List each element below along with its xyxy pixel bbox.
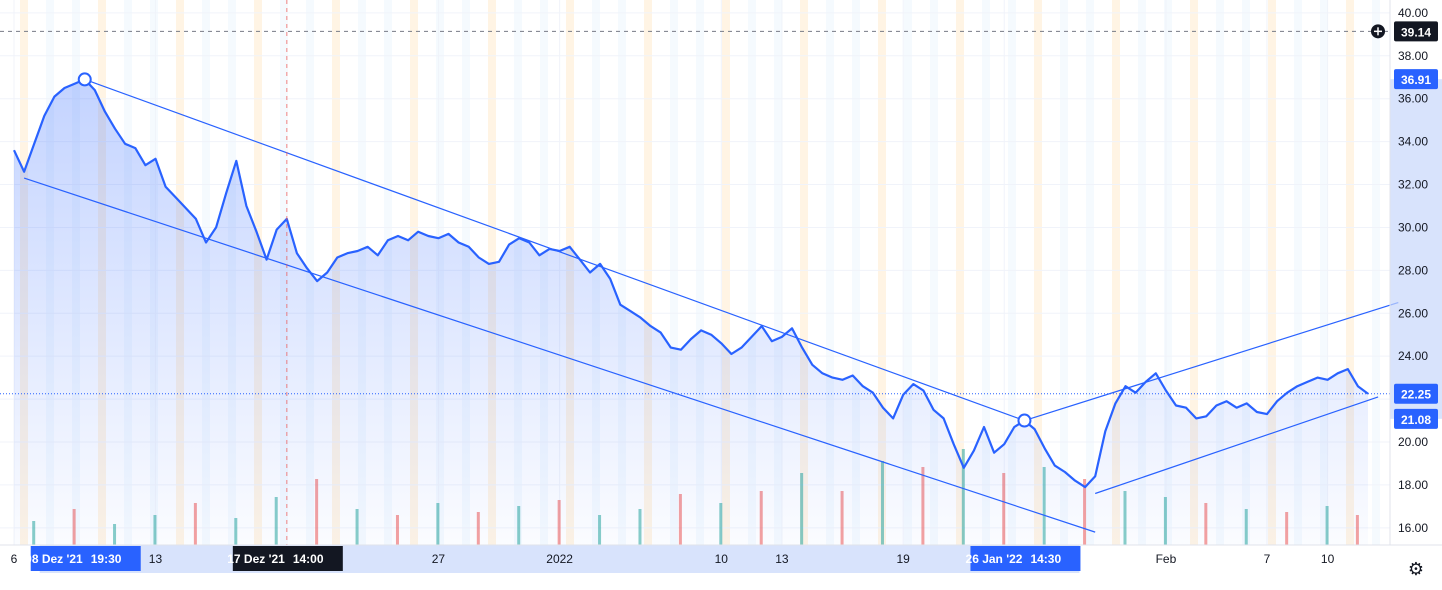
axis-labels: 39.14 36.91 22.25 21.08 08 Dez '21 19:30 17 De… <box>25 21 1438 571</box>
time-axis-highlight <box>39 545 1080 573</box>
session-stripe <box>748 0 756 545</box>
price-marker-label: 21.08 <box>1401 413 1431 427</box>
session-stripe <box>1060 0 1068 545</box>
session-stripe <box>1268 0 1276 545</box>
y-tick-label: 40.00 <box>1398 6 1428 20</box>
trend-anchor-marker[interactable] <box>77 72 92 87</box>
session-stripe <box>1216 0 1224 545</box>
x-tick-label: 13 <box>149 552 163 566</box>
session-stripe <box>930 0 938 545</box>
time-left-label-date: 08 Dez '21 <box>25 552 83 566</box>
session-stripe <box>696 0 704 545</box>
y-tick-label: 16.00 <box>1398 521 1428 535</box>
trend-line[interactable] <box>1094 396 1379 495</box>
time-left-label-bg <box>30 546 141 571</box>
price-axis-highlight <box>1390 79 1442 419</box>
y-tick-label: 30.00 <box>1398 220 1428 234</box>
session-stripe <box>982 0 990 545</box>
plus-circle-icon[interactable] <box>1371 24 1385 39</box>
session-stripe <box>1372 0 1380 545</box>
session-stripe <box>1346 0 1354 545</box>
time-right-label-bg <box>970 546 1081 571</box>
session-stripe <box>1008 0 1016 545</box>
session-stripe <box>852 0 860 545</box>
trend-line[interactable] <box>1024 301 1399 422</box>
time-right-label-clock: 14:30 <box>1030 552 1061 566</box>
trend-line[interactable] <box>23 177 1096 533</box>
price-area-fill <box>14 79 1368 546</box>
price-area <box>14 79 1368 546</box>
x-tick-label: 6 <box>11 552 18 566</box>
y-tick-label: 26.00 <box>1398 306 1428 320</box>
session-stripe <box>904 0 912 545</box>
session-stripe <box>800 0 808 545</box>
time-crosshair-label-bg <box>232 546 343 571</box>
y-tick-label: 28.00 <box>1398 263 1428 277</box>
session-stripe <box>1164 0 1172 545</box>
price-high-label: 36.91 <box>1401 73 1431 87</box>
session-stripe <box>1294 0 1302 545</box>
time-axis[interactable]: 61327202210131924Feb710 <box>0 544 1442 585</box>
session-stripe <box>878 0 886 545</box>
session-stripe <box>1320 0 1328 545</box>
session-stripe <box>1190 0 1198 545</box>
x-tick-label: 10 <box>1321 552 1335 566</box>
y-tick-label: 24.00 <box>1398 349 1428 363</box>
time-right-label-date: 26 Jan '22 <box>966 552 1023 566</box>
y-tick-label: 38.00 <box>1398 49 1428 63</box>
y-tick-label: 32.00 <box>1398 178 1428 192</box>
session-stripe <box>722 0 730 545</box>
y-tick-label: 36.00 <box>1398 92 1428 106</box>
price-high-label-bg <box>1394 69 1438 90</box>
trend-anchor-marker[interactable] <box>1017 413 1032 428</box>
x-tick-label: Feb <box>1156 552 1177 566</box>
price-series-line <box>13 78 1369 489</box>
session-stripe <box>774 0 782 545</box>
x-tick-label: 7 <box>1264 552 1271 566</box>
gear-icon[interactable]: ⚙ <box>1407 559 1425 579</box>
session-stripe <box>826 0 834 545</box>
price-current-label-bg <box>1394 383 1438 404</box>
price-crosshair-label: 39.14 <box>1401 25 1431 39</box>
x-tick-label: 10 <box>715 552 729 566</box>
trend-lines[interactable] <box>23 72 1399 533</box>
y-tick-label: 20.00 <box>1398 435 1428 449</box>
session-stripe <box>1138 0 1146 545</box>
x-tick-label: 2022 <box>546 552 573 566</box>
time-crosshair-label-date: 17 Dez '21 <box>227 552 285 566</box>
x-tick-label: 27 <box>432 552 446 566</box>
time-crosshair-label-clock: 14:00 <box>293 552 324 566</box>
y-tick-label: 34.00 <box>1398 135 1428 149</box>
price-marker-label-bg <box>1394 408 1438 429</box>
crosshair <box>0 0 1390 545</box>
chart-settings-button[interactable]: ⚙ <box>1390 554 1442 585</box>
session-stripe <box>618 0 626 545</box>
price-axis[interactable]: 16.0018.0020.0022.0024.0026.0028.0030.00… <box>1389 0 1442 545</box>
price-line <box>13 78 1369 489</box>
y-tick-label: 18.00 <box>1398 478 1428 492</box>
session-stripe <box>670 0 678 545</box>
x-tick-label: 19 <box>897 552 911 566</box>
trend-line[interactable] <box>84 78 1025 422</box>
session-stripe <box>1112 0 1120 545</box>
session-stripe <box>1034 0 1042 545</box>
x-tick-label: 13 <box>775 552 789 566</box>
session-stripe <box>644 0 652 545</box>
session-stripe <box>1242 0 1250 545</box>
session-stripe <box>956 0 964 545</box>
price-current-label: 22.25 <box>1401 388 1431 402</box>
session-stripe <box>1086 0 1094 545</box>
time-left-label-clock: 19:30 <box>91 552 122 566</box>
price-crosshair-label-bg <box>1394 21 1438 42</box>
